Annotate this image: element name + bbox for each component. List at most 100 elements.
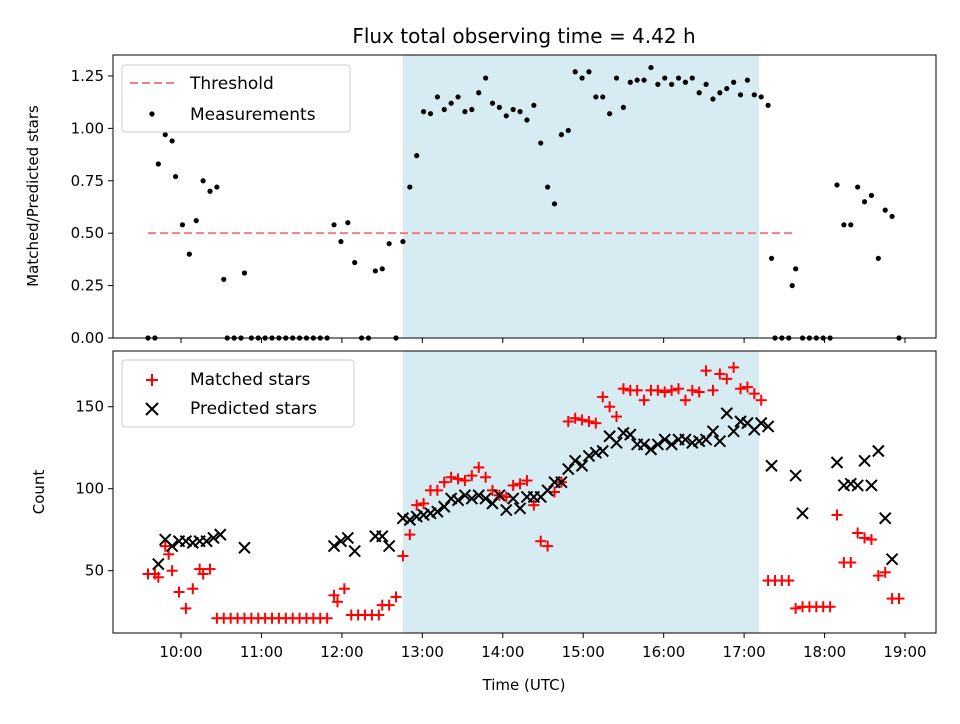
top-ylabel: Matched/Predicted stars (24, 105, 42, 287)
matched-star-point (728, 361, 740, 373)
predicted-star-point (651, 438, 665, 451)
bottom-legend: Matched stars Predicted stars (121, 359, 355, 428)
bottom-highlight-span (403, 351, 759, 633)
measurement-point (875, 255, 881, 261)
predicted-star-point (568, 454, 582, 468)
predicted-star-point (885, 553, 899, 566)
matched-star-point (486, 484, 498, 496)
matched-star-point (666, 384, 678, 396)
y-tick-label: 100 (75, 480, 104, 498)
predicted-star-point (872, 444, 885, 458)
predicted-star-point (575, 459, 589, 472)
predicted-star-point (610, 436, 623, 450)
predicted-star-point (479, 492, 492, 505)
matched-star-point (638, 394, 650, 406)
measurement-point (524, 117, 530, 123)
predicted-star-point (506, 492, 520, 505)
predicted-star-point (200, 534, 213, 548)
matched-star-point (431, 484, 443, 496)
measurement-point (789, 282, 795, 289)
matched-star-point (755, 394, 767, 406)
measurement-point (241, 270, 248, 276)
measurement-point (655, 81, 661, 87)
matched-star-point (331, 596, 343, 608)
predicted-star-point (761, 420, 775, 433)
predicted-star-point (796, 507, 809, 520)
matched-star-point (597, 391, 609, 403)
x-tick-label: 16:00 (642, 643, 685, 661)
predicted-star-point (214, 528, 227, 541)
measurement-point (662, 75, 668, 81)
measurement-point (352, 259, 358, 266)
matched-star-point (321, 612, 333, 624)
measurement-point (669, 81, 675, 87)
measurement-point (565, 127, 571, 134)
matched-star-point (159, 540, 171, 552)
measurement-point (434, 94, 440, 100)
measurement-point (724, 85, 730, 92)
predicted-star-point (637, 438, 651, 451)
matched-star-point (659, 386, 671, 398)
measurement-point (572, 69, 578, 75)
legend-matched-label: Matched stars (190, 370, 310, 390)
measurement-point (889, 213, 895, 220)
matched-star-point (872, 570, 884, 582)
top-legend: Threshold Measurements (121, 64, 351, 133)
measurement-point (489, 100, 496, 106)
matched-star-point (166, 565, 178, 577)
matched-star-point (438, 476, 450, 488)
predicted-star-point (382, 539, 396, 553)
matched-star-point (652, 384, 664, 396)
predicted-star-point (500, 503, 513, 517)
matched-star-point (611, 411, 623, 423)
bottom-panel: 50 100 150 10:00 11:00 12:00 13:00 14:00 15:00 1… (30, 350, 937, 694)
measurement-point (627, 79, 633, 85)
measurement-point (338, 238, 344, 245)
predicted-star-point (851, 479, 864, 492)
predicted-star-point (720, 407, 733, 420)
measurement-point (737, 92, 744, 98)
measurement-point (613, 75, 620, 81)
predicted-star-point (596, 444, 609, 458)
matched-star-point (452, 473, 464, 485)
predicted-star-point (789, 469, 802, 482)
matched-star-point (893, 593, 905, 605)
matched-star-point (390, 591, 402, 603)
matched-star-point (549, 486, 561, 498)
matched-star-point (831, 509, 843, 521)
matched-star-point (679, 394, 691, 406)
predicted-star-point (431, 505, 444, 518)
y-tick-label: 1.25 (71, 67, 104, 85)
predicted-star-point (679, 433, 692, 446)
matched-star-point (562, 416, 574, 427)
predicted-star-point (451, 493, 465, 507)
chart-title: Flux total observing time = 4.42 h (352, 24, 695, 48)
measurement-point (793, 266, 799, 272)
x-tick-label: 18:00 (803, 643, 846, 661)
measurement-point (758, 94, 764, 100)
measurement-point (427, 111, 434, 117)
predicted-star-point (765, 459, 778, 472)
matched-star-point (693, 386, 705, 398)
measurement-point (538, 140, 544, 146)
predicted-star-point (458, 489, 472, 502)
predicted-star-point (624, 428, 637, 441)
measurement-point (169, 138, 175, 144)
matched-star-point (397, 550, 409, 562)
matched-star-point (204, 563, 216, 575)
measurement-point (717, 90, 723, 96)
matched-star-point (373, 609, 385, 621)
matched-star-point (783, 575, 795, 587)
matched-star-point (445, 471, 457, 483)
measurement-point (345, 220, 351, 226)
measurement-point (517, 109, 523, 115)
matched-star-point (617, 383, 629, 395)
matched-star-point (411, 499, 423, 511)
measurement-point (579, 75, 585, 81)
measurement-point (503, 113, 509, 119)
predicted-star-point (165, 539, 179, 553)
predicted-star-point (582, 449, 596, 463)
measurement-point (193, 218, 199, 224)
measurement-point (768, 255, 775, 261)
measurement-point (214, 184, 220, 190)
